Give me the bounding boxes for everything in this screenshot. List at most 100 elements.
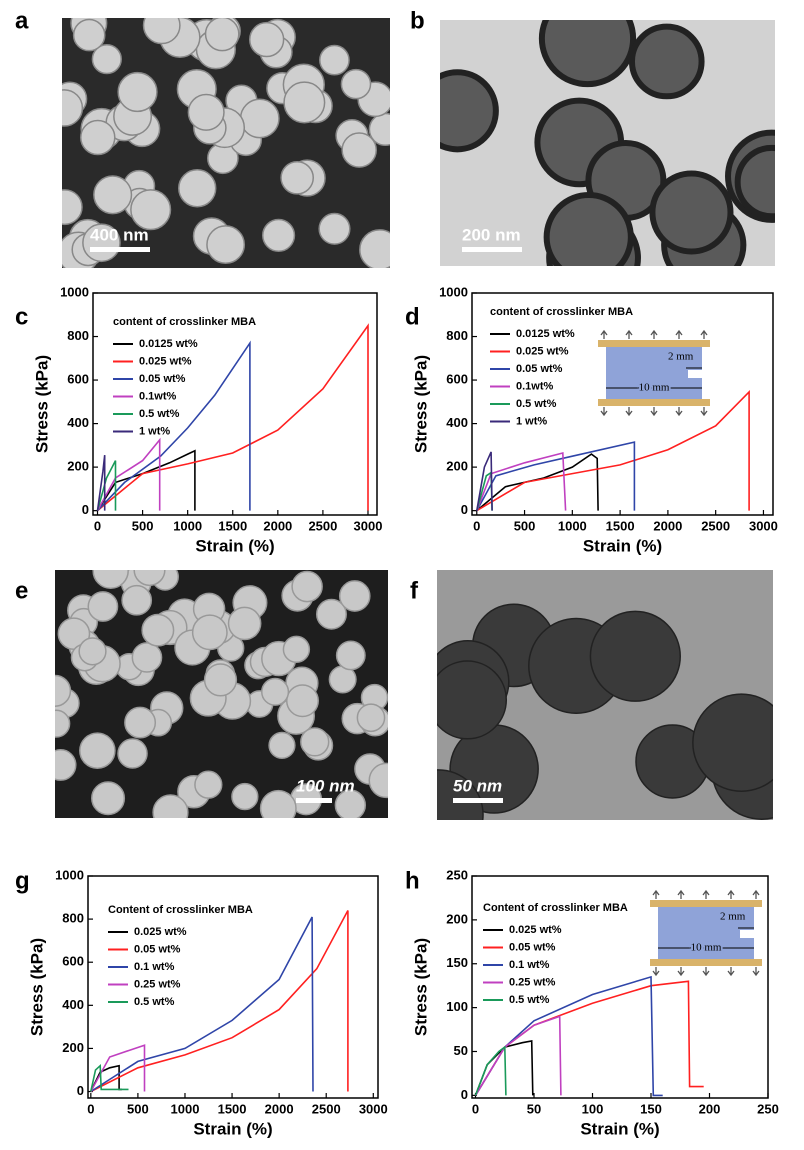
scale-bar — [296, 798, 332, 803]
legend-label: 0.0125 wt% — [139, 338, 198, 350]
y-tick-label: 200 — [67, 459, 89, 474]
particle — [268, 731, 296, 760]
arrow-up — [727, 889, 735, 899]
y-tick-label: 1000 — [439, 284, 468, 299]
stress-strain-curve — [474, 975, 663, 1097]
plot-frame — [92, 292, 378, 516]
stress-strain-curve — [474, 1015, 562, 1096]
x-tick-label: 1500 — [218, 518, 247, 533]
legend-label: 0.05 wt% — [509, 941, 556, 953]
x-tick-label: 0 — [94, 518, 101, 533]
particle — [280, 160, 315, 195]
particle — [692, 693, 773, 793]
particle — [319, 44, 350, 76]
arrow-down — [600, 407, 608, 417]
particle — [55, 709, 71, 738]
x-tick-label: 3000 — [749, 518, 778, 533]
y-axis-title: Stress (kPa) — [32, 355, 51, 453]
arrow-down — [625, 407, 633, 417]
x-tick-label: 1000 — [558, 518, 587, 533]
arrow-up — [677, 889, 685, 899]
particle — [734, 144, 775, 220]
y-tick-label: 600 — [67, 371, 89, 386]
particle — [78, 637, 107, 666]
clamp-top — [650, 900, 762, 907]
y-tick-label: 250 — [446, 867, 468, 882]
y-tick-label: 200 — [446, 911, 468, 926]
arrow-up — [675, 329, 683, 339]
x-axis-title: Strain (%) — [193, 1119, 272, 1138]
particle — [282, 635, 311, 664]
stress-strain-curve — [96, 437, 161, 511]
x-tick-label: 1500 — [218, 1101, 247, 1116]
y-tick-label: 0 — [77, 1083, 84, 1098]
particle — [341, 132, 377, 168]
legend-label: 0.5 wt% — [509, 994, 550, 1006]
y-tick-label: 1000 — [55, 867, 84, 882]
scale-bar-label: 200 nm — [462, 225, 521, 244]
particle — [589, 610, 681, 702]
particle — [131, 642, 163, 673]
stress-strain-curve — [476, 390, 750, 512]
particle — [87, 591, 119, 622]
particle — [55, 674, 72, 707]
x-tick-label: 2000 — [653, 518, 682, 533]
stress-strain-curve — [90, 1063, 129, 1092]
x-tick-label: 2000 — [265, 1101, 294, 1116]
panel-letter: c — [15, 303, 28, 330]
stress-strain-curve — [476, 451, 493, 511]
x-tick-label: 500 — [127, 1101, 149, 1116]
legend-label: 0.25 wt% — [134, 978, 181, 990]
x-tick-label: 150 — [640, 1101, 662, 1116]
stress-strain-curve — [96, 455, 106, 511]
legend-label: 0.5 wt% — [516, 398, 557, 410]
y-tick-label: 50 — [454, 1043, 468, 1058]
legend-label: 0.5 wt% — [134, 996, 175, 1008]
stress-strain-curve — [476, 453, 599, 512]
legend-label: 0.25 wt% — [509, 976, 556, 988]
particle — [283, 81, 326, 124]
particle — [177, 169, 217, 208]
arrow-up — [650, 329, 658, 339]
notch — [688, 370, 702, 378]
x-tick-label: 50 — [527, 1101, 541, 1116]
x-tick-label: 3000 — [354, 518, 383, 533]
particle — [203, 663, 238, 697]
y-tick-label: 200 — [446, 459, 468, 474]
particle — [300, 727, 330, 757]
y-tick-label: 400 — [67, 415, 89, 430]
particle — [239, 98, 280, 139]
scale-bar-label: 100 nm — [296, 776, 355, 795]
particle — [206, 225, 246, 265]
stress-strain-curve — [474, 1045, 507, 1096]
particle — [227, 606, 262, 641]
particle — [649, 170, 734, 255]
y-tick-label: 400 — [62, 997, 84, 1012]
panel-letter: d — [405, 303, 420, 330]
panel-letter: e — [15, 577, 28, 604]
y-tick-label: 0 — [82, 502, 89, 517]
legend-label: 0.1 wt% — [509, 959, 550, 971]
scale-bar-label: 50 nm — [453, 776, 502, 795]
y-axis-title: Stress (kPa) — [411, 938, 430, 1036]
particle — [291, 570, 323, 603]
x-axis-title: Strain (%) — [580, 1119, 659, 1138]
x-tick-label: 1500 — [606, 518, 635, 533]
legend-label: 0.5 wt% — [139, 408, 180, 420]
stress-strain-curve — [476, 451, 567, 511]
gap-label: 2 mm — [720, 911, 746, 923]
x-tick-label: 2500 — [701, 518, 730, 533]
x-tick-label: 0 — [472, 1101, 479, 1116]
arrow-up — [702, 889, 710, 899]
stress-strain-curve — [90, 910, 349, 1093]
legend-label: 0.0125 wt% — [516, 328, 575, 340]
y-tick-label: 100 — [446, 999, 468, 1014]
particle — [285, 684, 319, 718]
particles — [440, 20, 775, 266]
particle — [543, 191, 634, 266]
legend-title: content of crosslinker MBA — [490, 306, 633, 318]
y-tick-label: 0 — [461, 1087, 468, 1102]
stress-strain-curve — [90, 916, 314, 1093]
y-tick-label: 800 — [67, 328, 89, 343]
plot-frame — [87, 875, 379, 1099]
